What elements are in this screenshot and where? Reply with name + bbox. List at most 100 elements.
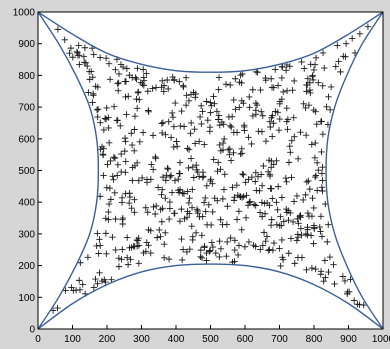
data-point (203, 221, 211, 229)
data-point (283, 105, 290, 112)
data-point (300, 196, 307, 204)
data-point (117, 150, 125, 158)
data-point (140, 249, 147, 257)
data-point (174, 143, 181, 150)
data-point (115, 70, 123, 78)
data-point (123, 111, 130, 118)
data-point (220, 135, 228, 143)
data-point (278, 96, 286, 103)
data-point (185, 97, 193, 105)
data-point (201, 141, 208, 148)
data-point (223, 221, 231, 228)
data-point (305, 101, 313, 109)
data-point (304, 75, 312, 82)
data-point (180, 123, 188, 130)
data-point (312, 54, 320, 61)
data-point (242, 179, 249, 186)
data-point (135, 177, 142, 184)
data-point (249, 86, 256, 93)
x-tick-label: 0 (35, 334, 41, 345)
data-point (260, 162, 267, 170)
data-point (125, 93, 132, 100)
data-point (200, 173, 207, 180)
data-point (179, 189, 186, 197)
data-point (258, 182, 266, 189)
data-point (231, 246, 238, 254)
data-point (325, 268, 332, 276)
data-point (305, 177, 312, 185)
data-point (344, 288, 351, 296)
data-point (203, 98, 210, 105)
data-point (139, 80, 146, 88)
data-point (197, 102, 205, 110)
data-point (177, 122, 184, 130)
y-tick-label: 500 (18, 166, 35, 177)
data-point (176, 159, 184, 166)
data-point (277, 213, 284, 220)
data-point (176, 170, 183, 177)
data-point (103, 184, 110, 191)
data-point (164, 76, 171, 84)
y-tick-label: 900 (18, 39, 35, 50)
data-point (110, 103, 118, 110)
data-point (280, 88, 287, 96)
data-point (233, 182, 241, 189)
data-point (267, 185, 274, 192)
data-point (189, 163, 196, 171)
data-point (276, 115, 284, 123)
data-point (215, 86, 222, 93)
data-point (69, 54, 77, 61)
data-point (190, 174, 197, 181)
data-point (96, 269, 103, 277)
data-point (324, 238, 331, 246)
data-point (231, 237, 239, 244)
data-point (313, 120, 320, 128)
data-point (317, 213, 325, 220)
data-point (277, 262, 284, 270)
data-point (304, 231, 311, 239)
data-point (321, 257, 329, 264)
data-point (199, 108, 206, 115)
data-point (128, 130, 135, 137)
data-point (207, 109, 214, 116)
data-point (148, 161, 155, 168)
data-point (279, 63, 286, 71)
data-point (265, 247, 272, 254)
data-point (208, 102, 215, 109)
data-point (122, 138, 129, 145)
data-point (198, 254, 206, 262)
data-point (227, 157, 235, 164)
data-point (185, 199, 193, 207)
data-point (248, 140, 255, 148)
data-point (160, 82, 168, 89)
data-point (283, 87, 291, 94)
data-point (118, 199, 126, 206)
data-point (81, 44, 89, 51)
data-point (270, 239, 278, 247)
data-point (162, 194, 169, 202)
data-point (135, 260, 143, 267)
data-point (234, 251, 242, 259)
data-point (75, 42, 82, 49)
data-point (305, 212, 313, 220)
data-point (105, 60, 113, 67)
data-point (230, 149, 237, 156)
data-point (287, 149, 294, 156)
data-point (311, 173, 319, 181)
data-point (170, 76, 178, 83)
data-point (176, 186, 184, 193)
data-point (235, 242, 243, 249)
data-point (297, 225, 305, 232)
data-point (165, 118, 172, 125)
data-point (94, 113, 101, 121)
data-point (189, 186, 196, 193)
data-point (278, 194, 286, 201)
data-point (238, 226, 245, 234)
data-point (223, 238, 231, 246)
data-point (153, 234, 161, 241)
data-point (180, 83, 187, 91)
data-point (158, 191, 165, 198)
data-point (286, 63, 294, 70)
data-point (267, 75, 275, 82)
data-point (209, 180, 216, 187)
